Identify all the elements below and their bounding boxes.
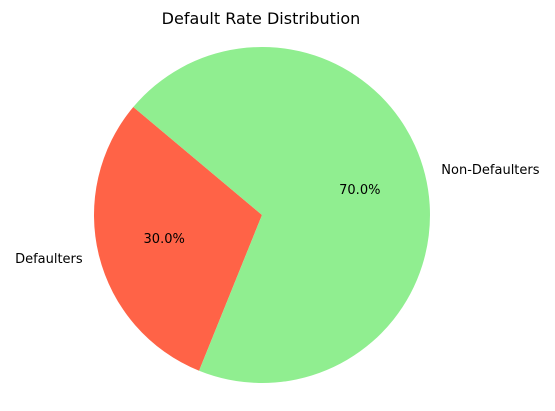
slice-percent-defaulters: 30.0% (144, 232, 185, 247)
slice-label-non-defaulters: Non-Defaulters (441, 163, 539, 178)
chart-title: Default Rate Distribution (162, 9, 361, 28)
pie-labels: Defaulters 30.0% Non-Defaulters 70.0% (15, 163, 540, 267)
pie-slice-non-defaulters (133, 46, 430, 383)
slice-label-defaulters: Defaulters (15, 252, 83, 267)
pie-slice-defaulters (93, 107, 262, 371)
slice-percent-non-defaulters: 70.0% (339, 183, 380, 198)
pie-slices (93, 46, 430, 383)
